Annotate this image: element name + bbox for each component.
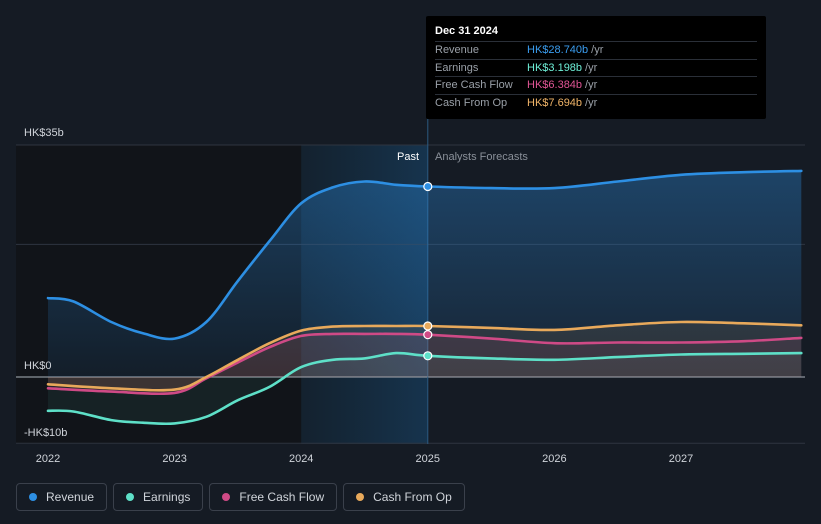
tooltip-label: Revenue	[435, 44, 480, 56]
x-tick-2026: 2026	[542, 453, 566, 465]
legend-label: Earnings	[143, 490, 191, 504]
y-tick-label-top: HK$35b	[24, 127, 64, 139]
earnings-marker	[423, 351, 433, 361]
tooltip-value: HK$6.384b	[527, 79, 583, 91]
tooltip-label: Cash From Op	[435, 96, 508, 109]
earnings-area	[48, 353, 802, 424]
x-tick-2027: 2027	[669, 453, 693, 465]
tooltip-date: Dec 31 2024	[435, 25, 498, 37]
x-tick-2025: 2025	[416, 453, 440, 465]
tooltip-value: HK$7.694b	[527, 96, 583, 109]
legend: Revenue Earnings Free Cash Flow Cash Fro…	[16, 483, 465, 511]
tooltip-unit: /yr	[585, 61, 598, 74]
legend-label: Cash From Op	[373, 490, 452, 504]
legend-dot-icon	[126, 493, 135, 501]
legend-item-free-cash-flow[interactable]: Free Cash Flow	[209, 483, 338, 511]
forecast-label: Analysts Forecasts	[435, 151, 528, 163]
free-cash-flow-marker	[423, 330, 433, 340]
tooltip: Dec 31 2024 Revenue HK$28.740b /yr Earni…	[426, 16, 766, 119]
x-tick-2024: 2024	[289, 453, 313, 465]
tooltip-row-cash-from-op: Cash From Op HK$7.694b /yr	[435, 93, 757, 112]
y-tick-label-bottom: -HK$10b	[24, 427, 67, 439]
tooltip-unit: /yr	[585, 96, 598, 109]
x-tick-2023: 2023	[162, 453, 186, 465]
legend-item-earnings[interactable]: Earnings	[113, 483, 204, 511]
revenue-line	[46, 169, 803, 341]
legend-dot-icon	[29, 493, 37, 501]
tooltip-row-free-cash-flow: Free Cash Flow HK$6.384b /yr	[435, 76, 757, 94]
x-tick-2022: 2022	[36, 453, 60, 465]
tooltip-unit: /yr	[591, 44, 604, 56]
legend-label: Revenue	[46, 490, 95, 504]
cash-from-op-line	[46, 320, 803, 392]
tooltip-value: HK$3.198b	[527, 61, 583, 74]
cash-from-op-marker	[423, 321, 433, 331]
free-cash-flow-line	[46, 332, 803, 396]
legend-item-revenue[interactable]: Revenue	[16, 483, 108, 511]
tooltip-label: Earnings	[435, 61, 479, 74]
tooltip-row-revenue: Revenue HK$28.740b /yr	[435, 41, 757, 59]
legend-item-cash-from-op[interactable]: Cash From Op	[343, 483, 465, 511]
legend-dot-icon	[356, 493, 365, 501]
free-cash-flow-area	[48, 333, 802, 394]
tooltip-unit: /yr	[585, 79, 598, 91]
tooltip-row-earnings: Earnings HK$3.198b /yr	[435, 58, 757, 77]
legend-label: Free Cash Flow	[239, 490, 325, 504]
legend-dot-icon	[222, 493, 231, 501]
revenue-marker	[423, 181, 433, 192]
y-tick-label-zero: HK$0	[24, 360, 52, 372]
tooltip-label: Free Cash Flow	[435, 79, 513, 91]
past-label: Past	[397, 151, 419, 163]
earnings-line	[46, 351, 803, 426]
tooltip-value: HK$28.740b	[527, 44, 589, 56]
